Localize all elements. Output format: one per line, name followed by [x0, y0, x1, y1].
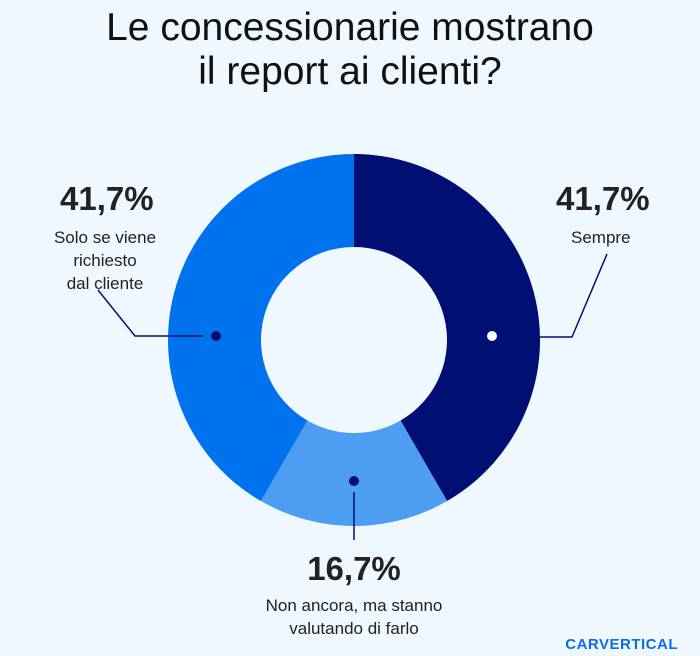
donut-slice-2 [168, 154, 354, 502]
donut-slice-1 [260, 420, 448, 526]
value-label-sempre: 41,7% [556, 180, 650, 217]
marker-sempre [487, 331, 497, 341]
label-solo-se: Solo se viene richiesto dal cliente [30, 226, 180, 295]
value-label-solo-se: 41,7% [60, 180, 154, 217]
marker-solo-se [211, 331, 221, 341]
leader-line-solo-se [97, 289, 203, 337]
carvertical-logo: CARVERTICAL [565, 636, 678, 653]
label-sempre: Sempre [571, 228, 631, 247]
label-line: richiesto [73, 251, 137, 270]
label-line: Solo se viene [53, 228, 157, 247]
chart-title: Le concessionarie mostrano il report ai … [0, 6, 700, 94]
label-non-ancora: Non ancora, ma stanno valutando di farlo [0, 594, 700, 640]
title-line-2: il report ai clienti? [198, 50, 502, 93]
label-line: valutando di farlo [289, 619, 419, 638]
donut-slice-0 [354, 154, 540, 502]
leader-line-sempre [507, 253, 608, 338]
value-label-non-ancora: 16,7% [307, 550, 401, 587]
label-line: Non ancora, ma stanno [265, 596, 443, 615]
label-line: dal cliente [66, 274, 144, 293]
marker-non-ancora [349, 476, 359, 486]
title-line-1: Le concessionarie mostrano [106, 6, 594, 49]
